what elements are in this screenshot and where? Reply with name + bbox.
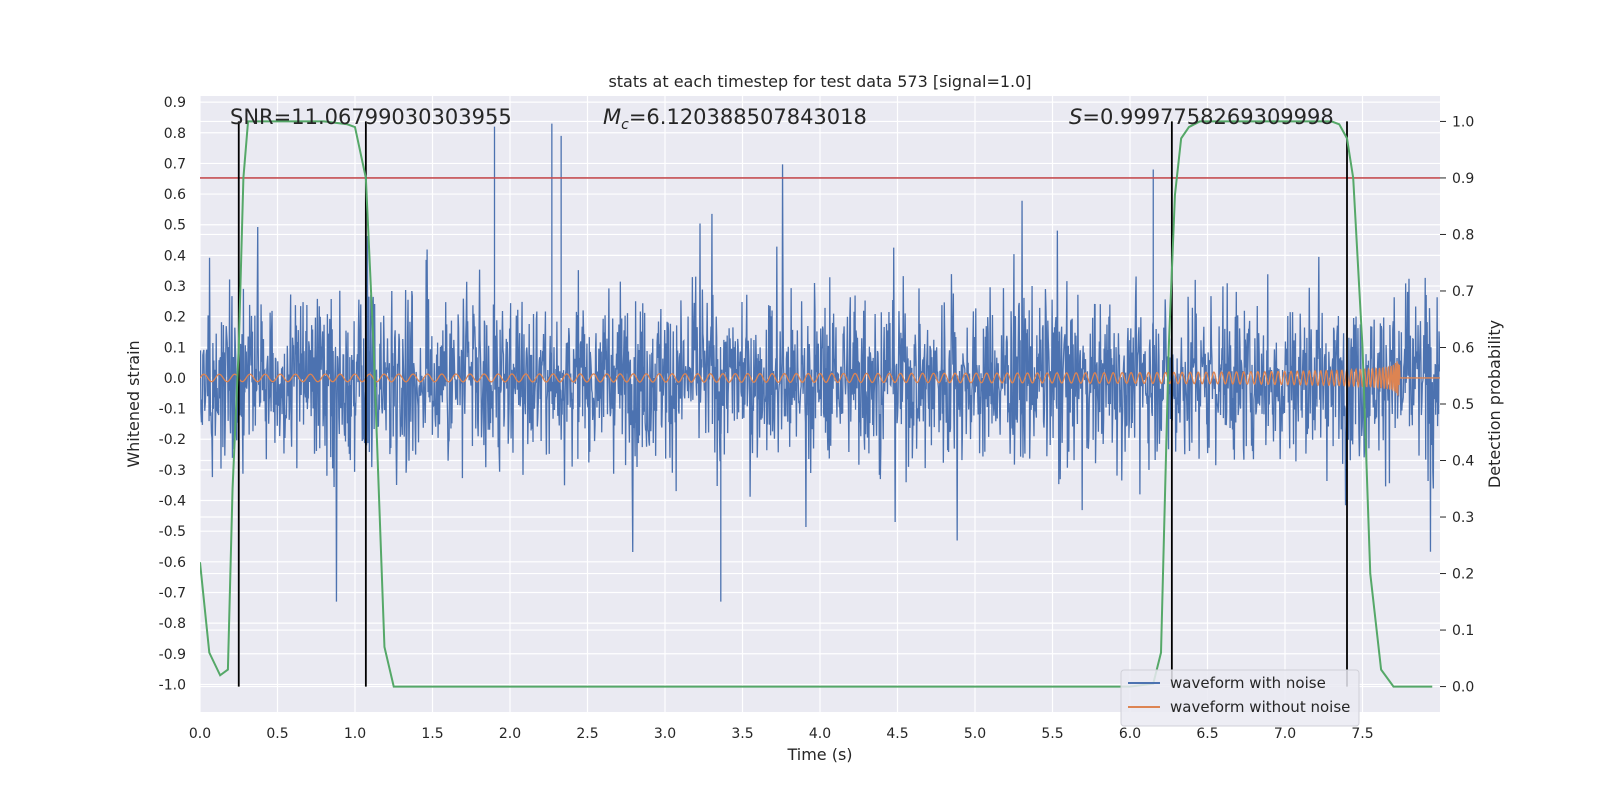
x-tick-label: 3.5 (731, 726, 753, 742)
y-left-tick-label: 0.2 (164, 310, 186, 326)
x-tick-label: 5.5 (1041, 726, 1063, 742)
x-tick-label: 3.0 (654, 726, 676, 742)
y-right-tick-label: 0.0 (1452, 680, 1474, 696)
x-tick-label: 5.0 (964, 726, 986, 742)
x-tick-label: 1.0 (344, 726, 366, 742)
y-left-axis-label: Whitened strain (124, 340, 143, 467)
y-right-tick-label: 1.0 (1452, 114, 1474, 130)
vertical-markers (237, 121, 1348, 687)
x-tick-label: 7.5 (1351, 726, 1373, 742)
s-value: =0.9997758269309998 (1082, 105, 1333, 129)
y-left-tick-label: 0.6 (164, 187, 186, 203)
y-right-tick-label: 0.9 (1452, 171, 1474, 187)
y-right-axis-label: Detection probability (1485, 320, 1504, 488)
s-annotation: S=0.9997758269309998 (1069, 105, 1334, 129)
y-right-tick-label: 0.5 (1452, 397, 1474, 413)
y-left-tick-label: 0.1 (164, 340, 186, 356)
y-right-tick-label: 0.4 (1452, 454, 1474, 470)
y-left-tick-label: -0.6 (159, 555, 186, 571)
x-tick-label: 0.5 (266, 726, 288, 742)
chirp-mass-symbol: M (603, 105, 621, 129)
legend-label-noise: waveform with noise (1170, 674, 1326, 692)
y-left-tick-label: -0.1 (159, 402, 186, 418)
y-right-tick-label: 0.3 (1452, 510, 1474, 526)
y-left-tick-label: 0.8 (164, 126, 186, 142)
y-left-tick-label: -0.5 (159, 524, 186, 540)
x-tick-label: 7.0 (1274, 726, 1296, 742)
x-tick-label: 6.5 (1196, 726, 1218, 742)
legend-label-clean: waveform without noise (1170, 698, 1350, 716)
y-right-tick-label: 0.6 (1452, 340, 1474, 356)
y-right-tick-label: 0.7 (1452, 284, 1474, 300)
y-left-tick-label: 0.9 (164, 95, 186, 111)
chart-title: stats at each timestep for test data 573… (608, 72, 1031, 91)
s-symbol: S (1069, 105, 1082, 129)
y-left-tick-label: -0.2 (159, 432, 186, 448)
y-left-tick-label: -0.3 (159, 463, 186, 479)
legend: waveform with noise waveform without noi… (1120, 669, 1360, 727)
y-left-tick-label: 0.3 (164, 279, 186, 295)
x-tick-label: 4.0 (809, 726, 831, 742)
y-left-ticks: 0.9 0.8 0.7 0.6 0.5 0.4 0.3 0.2 0.1 0.0 -0.1 -0.2 -0… (159, 95, 186, 693)
chirp-mass-subscript: c (621, 117, 629, 133)
x-tick-label: 2.0 (499, 726, 521, 742)
y-left-tick-label: 0.5 (164, 218, 186, 234)
y-right-tick-label: 0.1 (1452, 623, 1474, 639)
x-tick-label: 6.0 (1119, 726, 1141, 742)
x-tick-label: 4.5 (886, 726, 908, 742)
chirp-mass-annotation: Mc=6.120388507843018 (603, 105, 867, 133)
y-left-tick-label: -0.8 (159, 616, 186, 632)
y-right-ticks: 1.0 0.9 0.8 0.7 0.6 0.5 0.4 0.3 0.2 0.1 0.0 (1440, 114, 1474, 696)
y-left-tick-label: -1.0 (159, 677, 186, 693)
y-left-tick-label: -0.7 (159, 585, 186, 601)
series-waveform-with-noise (200, 123, 1440, 602)
x-ticks: 0.0 0.5 1.0 1.5 2.0 2.5 3.0 3.5 4.0 4.5 5.0 5.5 6.0 6… (189, 726, 1374, 742)
x-axis-label: Time (s) (786, 745, 852, 764)
series-line-waveform-without-noise (200, 361, 1440, 396)
y-left-tick-label: 0.0 (164, 371, 186, 387)
y-left-tick-label: 0.4 (164, 248, 186, 264)
y-right-tick-label: 0.2 (1452, 567, 1474, 583)
y-right-tick-label: 0.8 (1452, 227, 1474, 243)
chirp-mass-value: =6.120388507843018 (629, 105, 867, 129)
x-tick-label: 1.5 (421, 726, 443, 742)
y-left-tick-label: -0.4 (159, 494, 186, 510)
x-tick-label: 2.5 (576, 726, 598, 742)
series-line-waveform-with-noise (200, 123, 1440, 602)
y-left-tick-label: -0.9 (159, 647, 186, 663)
legend-box (1120, 669, 1360, 727)
snr-annotation: SNR=11.06799030303955 (230, 105, 512, 129)
x-tick-label: 0.0 (189, 726, 211, 742)
y-left-tick-label: 0.7 (164, 156, 186, 172)
series-waveform-without-noise (200, 361, 1440, 396)
